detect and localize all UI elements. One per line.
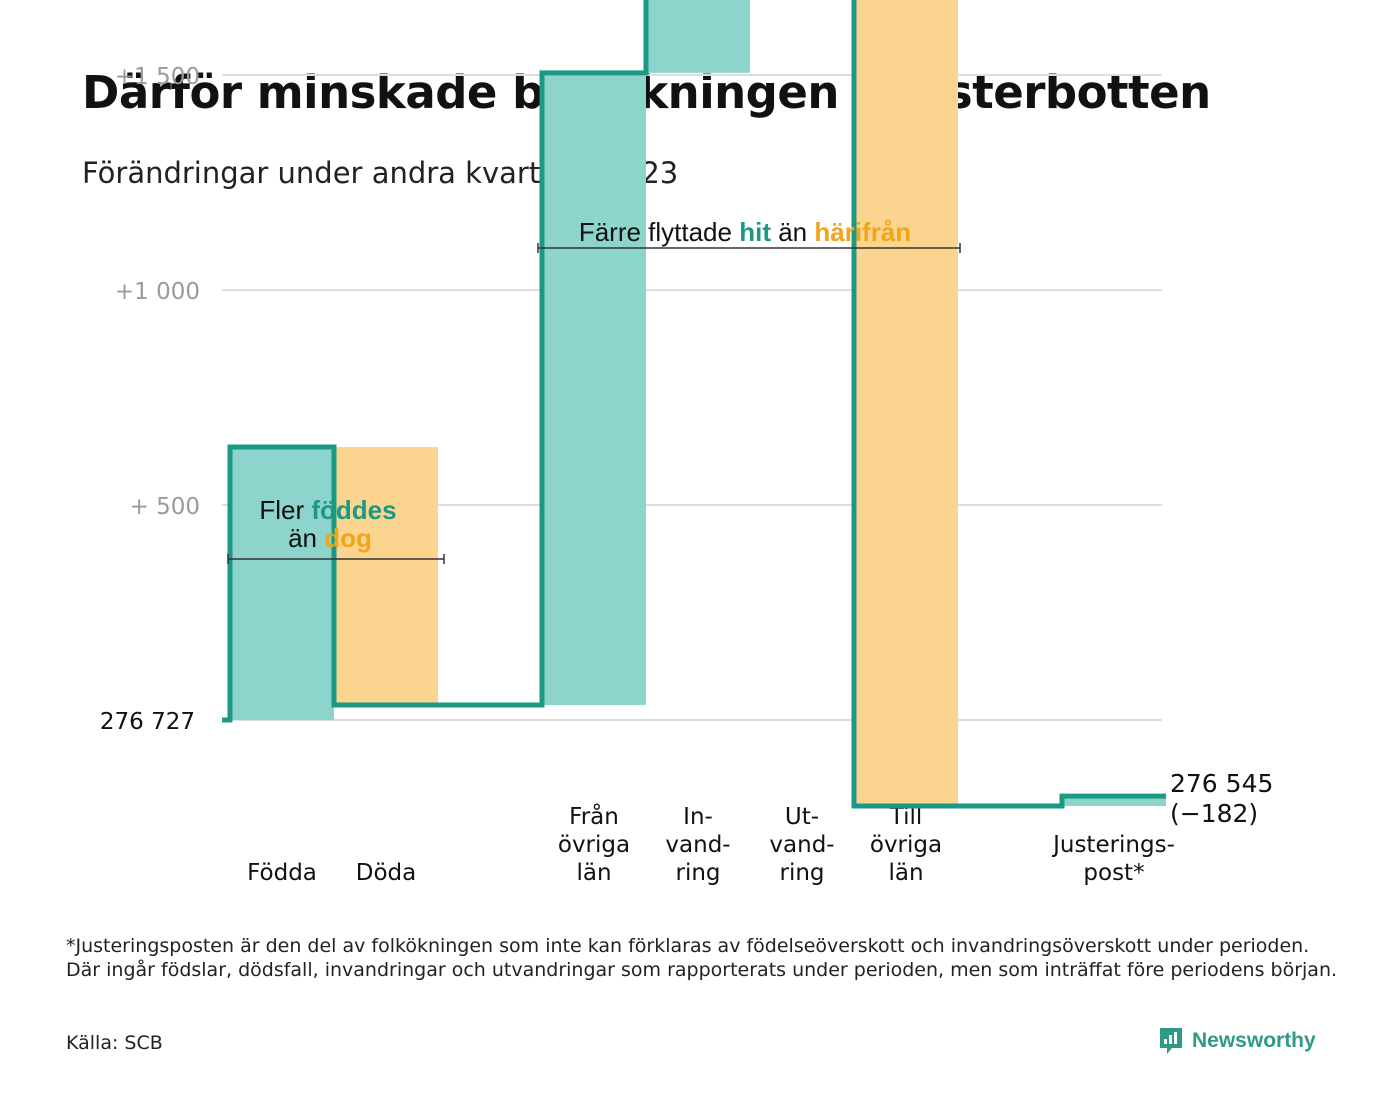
category-label: län	[576, 860, 611, 886]
category-label: övriga	[558, 832, 630, 858]
annotation-text: än	[288, 523, 324, 553]
annotation-highlight-increase: föddes	[311, 495, 396, 525]
source-label: Källa: SCB	[66, 1032, 163, 1054]
category-label: Justerings-	[1051, 832, 1175, 858]
brand-logo: Newsworthy	[1158, 1026, 1316, 1056]
category-label: Födda	[247, 860, 317, 886]
category-label: post*	[1083, 860, 1144, 886]
brand-name: Newsworthy	[1192, 1029, 1316, 1052]
y-tick-label: + 500	[130, 494, 200, 520]
category-label: In-	[683, 804, 713, 830]
births-annotation-line2: än dog	[288, 523, 372, 553]
cumulative-line	[222, 0, 1166, 809]
waterfall-chart: + 500+1 000+1 500+2 000276 727FöddaDödaF…	[100, 0, 1273, 886]
increase-bar	[646, 0, 750, 73]
increase-bar	[230, 446, 334, 720]
y-tick-label: +1 000	[115, 279, 200, 305]
category-label: Ut-	[785, 804, 819, 830]
category-label: län	[888, 860, 923, 886]
increase-bar	[542, 72, 646, 705]
category-label: Från	[569, 802, 619, 830]
increase-bar	[1062, 796, 1166, 806]
footnote: *Justeringsposten är den del av folkökni…	[66, 935, 1338, 981]
category-label: ring	[675, 860, 720, 886]
category-label: övriga	[870, 832, 942, 858]
annotation-text: än	[771, 217, 814, 247]
decrease-bar	[854, 0, 958, 806]
annotation-text: Färre flyttade	[579, 217, 739, 247]
category-label: ring	[779, 860, 824, 886]
annotation-highlight-decrease: härifrån	[814, 217, 911, 247]
y-tick-label: +1 500	[115, 64, 200, 90]
end-change-label: (−182)	[1170, 799, 1258, 828]
category-label: Döda	[356, 860, 416, 886]
annotation-highlight-increase: hit	[739, 217, 771, 247]
annotation-text: Fler	[259, 495, 311, 525]
end-value-label: 276 545	[1170, 769, 1273, 798]
start-value-label: 276 727	[100, 709, 195, 735]
births-annotation-line1: Fler föddes	[259, 495, 396, 525]
category-label: vand-	[665, 832, 730, 858]
newsworthy-logo-icon	[1160, 1028, 1182, 1054]
decrease-bar	[334, 446, 438, 705]
migration-annotation: Färre flyttade hit än härifrån	[579, 217, 911, 247]
category-label: vand-	[769, 832, 834, 858]
annotation-highlight-decrease: dog	[324, 523, 372, 553]
